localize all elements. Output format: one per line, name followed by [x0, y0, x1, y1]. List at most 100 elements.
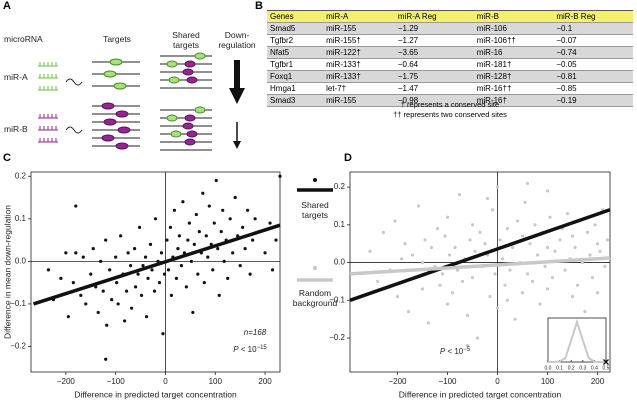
data-point [470, 276, 475, 280]
data-point [525, 272, 530, 276]
data-point [201, 191, 205, 195]
data-point [570, 234, 575, 238]
data-point [196, 272, 200, 276]
legend-label: Shared targets [301, 200, 329, 220]
plot-frame [547, 317, 607, 363]
table-cell: Foxq1 [267, 70, 324, 83]
data-point [161, 332, 165, 336]
data-point [403, 242, 407, 246]
data-point [498, 238, 502, 242]
table-cell: −3.65 [394, 46, 474, 59]
data-point [588, 253, 592, 257]
data-point [241, 225, 245, 229]
data-point [115, 281, 119, 285]
table-cell: miR-133† [323, 58, 395, 71]
data-point [246, 208, 250, 212]
data-point [598, 249, 602, 253]
data-point [533, 223, 537, 227]
data-point [129, 264, 133, 268]
data-point [226, 276, 230, 280]
data-point [545, 245, 550, 250]
data-point [231, 251, 235, 255]
data-point [393, 219, 397, 223]
table-cell: miR-16†† [473, 82, 554, 95]
data-point [206, 255, 210, 259]
table-cell: −1.47 [394, 82, 474, 95]
data-point [144, 315, 149, 319]
data-point [169, 293, 174, 298]
x-axis-label: Difference in predicted target concentra… [399, 389, 562, 399]
table-cell: miR-128† [473, 70, 554, 83]
table-cell: Nfat5 [267, 46, 324, 59]
data-point [174, 276, 179, 280]
table-cell: −0.05 [553, 58, 633, 71]
data-point [268, 221, 272, 225]
data-point [274, 238, 278, 242]
data-point [440, 272, 445, 276]
data-point [216, 246, 220, 251]
data-point [490, 208, 495, 212]
annotation-part: < 10 [239, 345, 258, 354]
data-point [153, 217, 158, 221]
data-point [453, 245, 457, 250]
data-point [495, 306, 500, 310]
annotation-part: P [440, 347, 446, 356]
data-point [535, 253, 540, 257]
data-point [211, 268, 215, 272]
fit-line [349, 208, 611, 302]
data-point [157, 281, 162, 285]
y-tick-label: 0.0 [334, 258, 346, 267]
data-point [580, 260, 585, 265]
data-point [176, 246, 180, 251]
x-tick-label: 100 [541, 377, 555, 386]
data-point [64, 251, 68, 255]
green-sites [103, 52, 206, 138]
table-cell: let-7† [323, 82, 395, 95]
table-cell: miR-155 [323, 94, 395, 107]
y-tick-label: 0.2 [15, 171, 27, 180]
table: Genes miR-A miR-A Reg miR-B miR-B Reg Smad5 mi… [267, 10, 633, 107]
table-cell: −1.75 [394, 70, 474, 83]
table-row: Tgfbr2 miR-155† −1.27 miR-106†† −0.07 [267, 34, 633, 47]
table-cell: miR-122† [323, 46, 395, 59]
data-point [538, 302, 542, 306]
weak-arrow-head [233, 141, 241, 149]
table-cell: Tgfbr1 [267, 58, 324, 71]
data-point [505, 227, 510, 231]
data-point [191, 310, 195, 315]
y-tick-label: 0.2 [334, 182, 346, 191]
x-tick-label: 0.4 [591, 365, 598, 371]
data-point [585, 230, 590, 234]
table-cell: miR-106 [473, 22, 554, 35]
data-point [406, 310, 411, 314]
data-point [139, 293, 144, 298]
data-point [465, 343, 470, 348]
data-point [565, 211, 570, 216]
y-tick-label: −0.2 [329, 333, 345, 342]
marker-x [603, 359, 609, 365]
data-point [505, 298, 510, 302]
data-point [570, 294, 575, 299]
annotation: P < 10−15 [233, 345, 267, 355]
data-point [59, 276, 63, 280]
data-point [91, 246, 95, 251]
table-cell: −0.85 [553, 82, 633, 95]
annotation: n=168 [244, 328, 267, 337]
x-tick-label: −100 [107, 377, 126, 386]
data-point [455, 268, 460, 272]
data-point [473, 249, 477, 253]
data-point [228, 217, 232, 221]
table-cell: miR-B Reg [553, 10, 633, 23]
data-point [457, 193, 462, 197]
legend-marker [313, 178, 317, 182]
data-point [126, 251, 130, 255]
data-point [520, 291, 525, 295]
table-row: Nfat5 miR-122† −3.65 miR-16 −0.74 [267, 46, 633, 59]
data-point [523, 200, 527, 204]
table-cell: −0.98 [394, 94, 474, 107]
data-point [399, 257, 404, 261]
annotation-part: n=168 [244, 328, 267, 337]
data-point [162, 272, 167, 276]
x-tick-label: 200 [591, 377, 605, 386]
data-point [595, 291, 600, 295]
